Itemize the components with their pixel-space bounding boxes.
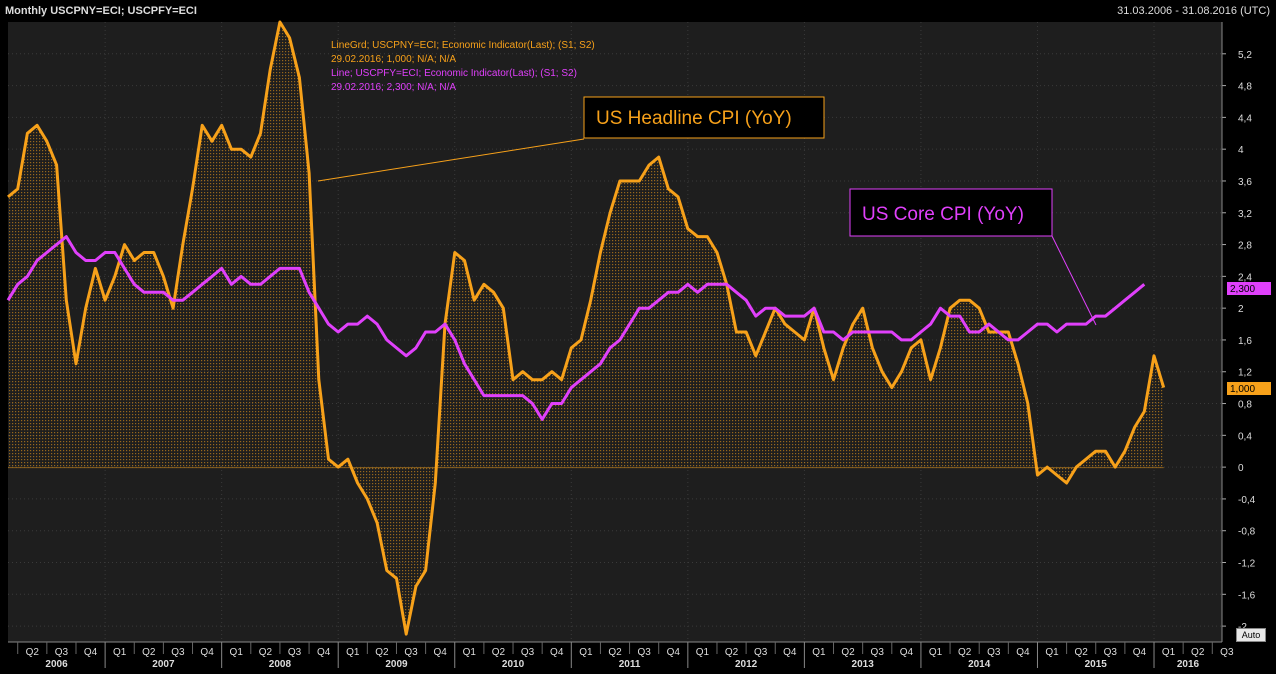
year-label: 2009 — [385, 659, 408, 670]
quarter-label: Q1 — [463, 647, 477, 658]
quarter-label: Q4 — [667, 647, 681, 658]
quarter-label: Q3 — [871, 647, 885, 658]
quarter-label: Q1 — [346, 647, 360, 658]
legend-headline-line2: 29.02.2016; 1,000; N/A; N/A — [331, 54, 456, 65]
quarter-label: Q4 — [317, 647, 331, 658]
quarter-label: Q2 — [1191, 647, 1205, 658]
year-label: 2013 — [852, 659, 875, 670]
y-tick-label: -2 — [1238, 622, 1247, 633]
quarter-label: Q2 — [1075, 647, 1089, 658]
quarter-label: Q2 — [375, 647, 389, 658]
quarter-label: Q1 — [696, 647, 710, 658]
quarter-label: Q3 — [987, 647, 1001, 658]
headline-callout-box — [583, 96, 825, 139]
headline-last-value-badge — [1227, 382, 1271, 395]
y-tick-label: 4,8 — [1238, 82, 1252, 93]
y-axis: 5,2 4,8 4,4 4 3,6 3,2 2,8 2,4 2 1,6 1,2 0,8 0,4 0 -0,4… — [1221, 22, 1256, 642]
year-label: 2008 — [269, 659, 292, 670]
year-label: 2010 — [502, 659, 525, 670]
quarter-label: Q1 — [1162, 647, 1176, 658]
y-tick-label: 3,6 — [1238, 177, 1252, 188]
quarter-label: Q1 — [579, 647, 593, 658]
y-tick-label: 2,8 — [1238, 241, 1252, 252]
quarter-label: Q2 — [142, 647, 156, 658]
quarter-label: Q2 — [958, 647, 972, 658]
y-tick-label: 5,2 — [1238, 50, 1252, 61]
legend-headline-line1: LineGrd; USCPNY=ECI; Economic Indicator(… — [331, 40, 595, 51]
core-callout-box — [849, 188, 1053, 237]
quarter-label: Q3 — [754, 647, 768, 658]
quarter-label: Q1 — [929, 647, 943, 658]
core-last-value-badge — [1227, 282, 1271, 295]
quarter-label: Q3 — [288, 647, 302, 658]
quarter-label: Q2 — [492, 647, 506, 658]
quarter-label: Q4 — [434, 647, 448, 658]
y-tick-label: -1,2 — [1238, 559, 1256, 570]
headline-area-fill — [8, 22, 1164, 635]
quarter-label: Q2 — [725, 647, 739, 658]
y-tick-label: 1,2 — [1238, 368, 1252, 379]
y-tick-label: 4 — [1238, 145, 1244, 156]
headline-callout-label: US Headline CPI (YoY) — [596, 108, 792, 129]
date-range: 31.03.2006 - 31.08.2016 (UTC) — [1117, 5, 1270, 17]
year-label: 2006 — [45, 659, 68, 670]
quarter-label: Q2 — [26, 647, 40, 658]
core-callout-leader — [1051, 235, 1097, 326]
y-tick-label: -1,6 — [1238, 590, 1256, 601]
y-tick-label: 3,2 — [1238, 209, 1252, 220]
legend-core-line2: 29.02.2016; 2,300; N/A; N/A — [331, 82, 456, 93]
quarter-label: Q4 — [1133, 647, 1147, 658]
core-last-value: 2,300 — [1230, 284, 1255, 295]
headline-callout-leader — [317, 138, 585, 182]
legend-core-line1: Line; USCPFY=ECI; Economic Indicator(Las… — [331, 68, 577, 79]
quarter-label: Q3 — [171, 647, 185, 658]
year-label: 2014 — [968, 659, 991, 670]
quarter-label: Q3 — [1220, 647, 1234, 658]
headline-area — [8, 22, 1164, 635]
quarter-label: Q2 — [608, 647, 622, 658]
quarter-label: Q3 — [55, 647, 69, 658]
headline-cpi-line — [7, 20, 1166, 636]
quarter-label: Q3 — [637, 647, 651, 658]
x-axis: Q2 Q3 Q4 Q1 Q2 Q3 Q4 Q1 Q2 Q3 Q4 Q1 Q2 Q3 Q4 Q1 Q2 Q3 Q4 Q1… — [8, 641, 1234, 670]
y-tick-label: 0 — [1238, 463, 1244, 474]
y-tick-label: 1,6 — [1238, 336, 1252, 347]
quarter-label: Q1 — [1045, 647, 1059, 658]
year-label: 2007 — [152, 659, 175, 670]
y-tick-label: 2 — [1238, 304, 1244, 315]
core-cpi-line — [6, 235, 1146, 421]
quarter-label: Q3 — [404, 647, 418, 658]
quarter-label: Q1 — [812, 647, 826, 658]
year-label: 2016 — [1177, 659, 1200, 670]
y-tick-label: 2,4 — [1238, 272, 1252, 283]
quarter-label: Q2 — [841, 647, 855, 658]
quarter-label: Q4 — [550, 647, 564, 658]
auto-scale-button[interactable]: Auto — [1236, 628, 1266, 642]
quarter-label: Q1 — [113, 647, 127, 658]
quarter-label: Q3 — [521, 647, 535, 658]
year-label: 2015 — [1085, 659, 1108, 670]
core-callout-label: US Core CPI (YoY) — [862, 204, 1024, 225]
chart-title: Monthly USCPNY=ECI; USCPFY=ECI — [5, 5, 197, 17]
quarter-label: Q1 — [230, 647, 244, 658]
quarter-label: Q4 — [783, 647, 797, 658]
year-label: 2012 — [735, 659, 758, 670]
quarter-label: Q4 — [200, 647, 214, 658]
y-tick-label: 0,8 — [1238, 400, 1252, 411]
y-tick-label: 0,4 — [1238, 431, 1252, 442]
y-tick-label: 4,4 — [1238, 113, 1252, 124]
zero-baseline — [8, 467, 1164, 469]
quarter-label: Q4 — [900, 647, 914, 658]
quarter-label: Q4 — [1016, 647, 1030, 658]
y-tick-label: -0,8 — [1238, 527, 1256, 538]
quarter-label: Q4 — [84, 647, 98, 658]
quarter-label: Q2 — [259, 647, 273, 658]
quarter-label: Q3 — [1104, 647, 1118, 658]
headline-last-value: 1,000 — [1230, 384, 1255, 395]
y-tick-label: -0,4 — [1238, 495, 1256, 506]
gridlines — [8, 22, 1222, 642]
year-label: 2011 — [619, 659, 641, 670]
